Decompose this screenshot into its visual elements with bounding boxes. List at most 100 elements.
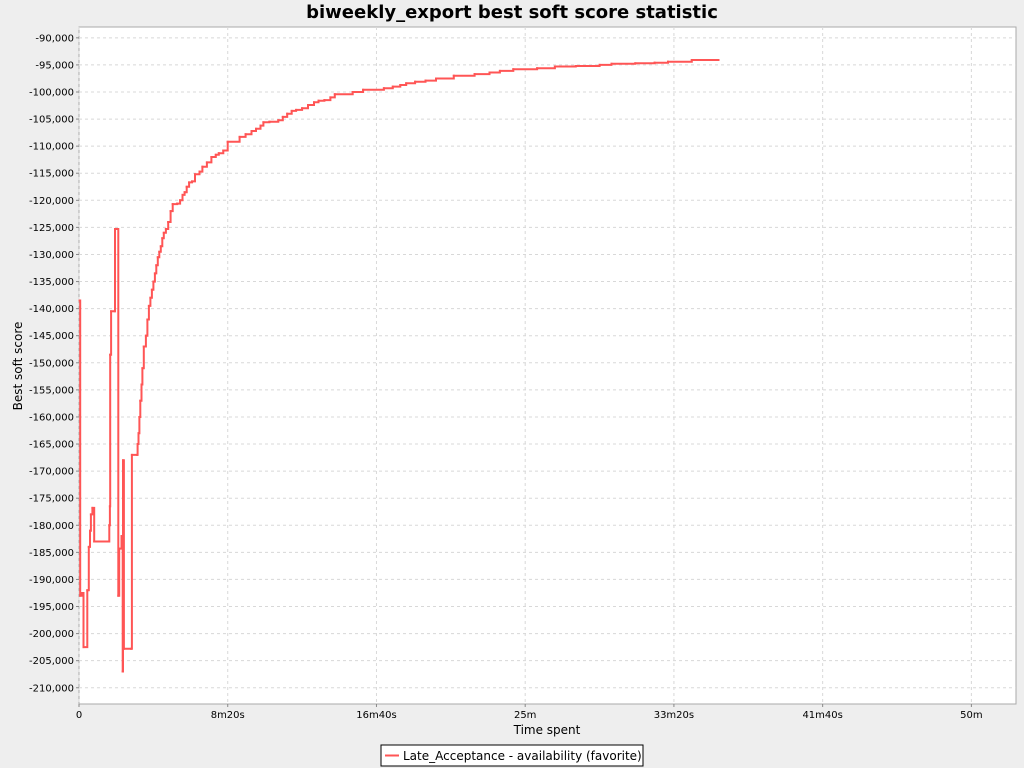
data-point — [188, 181, 191, 184]
x-tick-label: 25m — [514, 710, 536, 721]
data-point — [146, 318, 149, 321]
data-point — [130, 453, 133, 456]
data-point — [536, 67, 539, 70]
grid-lines — [78, 27, 1016, 704]
data-point — [121, 670, 124, 673]
data-point — [136, 453, 138, 456]
data-point — [226, 140, 229, 143]
data-point — [277, 119, 280, 122]
data-point — [183, 191, 186, 194]
data-point — [114, 228, 116, 230]
data-point — [161, 237, 164, 240]
data-point — [313, 101, 315, 104]
data-point — [574, 65, 577, 67]
legend-entry: Late_Acceptance - availability (favorite… — [403, 749, 642, 763]
data-point — [295, 108, 298, 111]
data-point — [156, 256, 159, 259]
data-point — [109, 353, 112, 356]
data-point — [414, 80, 417, 83]
data-point — [108, 505, 111, 508]
y-tick-label: -190,000 — [29, 575, 74, 586]
data-point — [399, 84, 402, 86]
data-point — [333, 93, 336, 96]
data-point — [149, 296, 152, 299]
data-point — [210, 156, 213, 158]
data-point — [147, 304, 150, 307]
data-point — [181, 193, 184, 196]
y-tick-label: -130,000 — [29, 250, 74, 261]
data-point — [110, 310, 113, 313]
y-tick-label: -155,000 — [29, 385, 74, 396]
data-point — [382, 87, 385, 90]
data-point — [634, 62, 637, 65]
data-point — [262, 121, 265, 124]
data-point — [136, 443, 139, 445]
data-point — [144, 334, 147, 337]
data-point — [598, 63, 601, 66]
data-point — [191, 180, 193, 183]
y-tick-label: -140,000 — [29, 304, 74, 315]
data-point — [162, 231, 165, 234]
x-tick-label: 0 — [76, 710, 82, 721]
data-point — [307, 104, 309, 106]
data-point — [81, 592, 83, 594]
data-point — [255, 127, 257, 130]
y-tick-label: -95,000 — [35, 60, 74, 71]
y-tick-label: -210,000 — [29, 683, 74, 694]
data-point — [351, 91, 354, 93]
data-point — [498, 69, 501, 72]
y-tick-label: -90,000 — [35, 33, 74, 44]
y-tick-label: -105,000 — [29, 115, 74, 126]
y-tick-label: -200,000 — [29, 629, 74, 640]
legend: Late_Acceptance - availability (favorite… — [380, 744, 644, 767]
data-point — [86, 589, 89, 592]
data-point — [78, 299, 81, 302]
y-tick-label: -145,000 — [29, 331, 74, 342]
chart-title: biweekly_export best soft score statisti… — [306, 2, 718, 23]
data-point — [150, 288, 153, 291]
data-point — [141, 367, 144, 370]
data-point — [87, 545, 90, 548]
data-point — [155, 264, 158, 267]
data-point — [290, 109, 293, 112]
data-point — [201, 165, 204, 168]
y-tick-label: -180,000 — [29, 521, 74, 532]
y-tick-label: -100,000 — [29, 87, 74, 98]
data-point — [152, 280, 155, 283]
data-point — [205, 161, 208, 164]
data-point — [89, 529, 91, 532]
data-point — [82, 646, 85, 649]
data-point — [317, 99, 320, 102]
data-point — [452, 74, 455, 77]
y-tick-label: -115,000 — [29, 169, 74, 180]
data-point — [362, 88, 365, 91]
data-point — [176, 202, 179, 205]
data-point — [268, 120, 271, 123]
y-tick-label: -120,000 — [29, 196, 74, 207]
x-tick-label: 8m20s — [211, 710, 245, 721]
data-point — [117, 594, 120, 597]
data-point — [138, 416, 141, 418]
data-point — [159, 245, 162, 248]
data-point — [118, 547, 121, 550]
y-tick-label: -175,000 — [29, 494, 74, 505]
data-point — [238, 135, 241, 138]
data-point — [122, 647, 125, 650]
data-point — [142, 345, 145, 348]
data-point — [120, 535, 123, 538]
data-point — [301, 107, 304, 110]
data-point — [329, 96, 332, 99]
data-point — [391, 85, 394, 88]
y-tick-label: -195,000 — [29, 602, 74, 613]
x-tick-label: 50m — [960, 710, 982, 721]
data-point — [553, 65, 556, 68]
data-point — [122, 459, 124, 462]
y-tick-label: -170,000 — [29, 467, 74, 478]
y-tick-label: -160,000 — [29, 412, 74, 423]
data-point — [167, 221, 170, 223]
legend-box — [380, 744, 644, 767]
x-tick-label: 33m20s — [654, 710, 694, 721]
data-point — [610, 62, 613, 65]
data-point — [667, 60, 669, 63]
data-point — [93, 540, 96, 543]
